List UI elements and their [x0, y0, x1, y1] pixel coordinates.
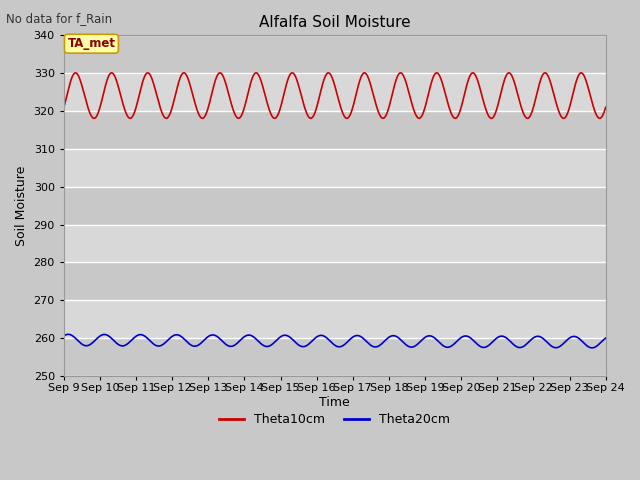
Theta10cm [324, 70, 332, 76]
Theta20cm [586, 345, 594, 350]
Theta20cm [602, 336, 609, 341]
X-axis label: Time: Time [319, 396, 350, 408]
Theta10cm [88, 113, 95, 119]
Theta20cm [586, 345, 594, 350]
Legend: Theta10cm, Theta20cm: Theta10cm, Theta20cm [214, 408, 455, 431]
Theta10cm [309, 113, 317, 119]
Theta20cm [588, 345, 596, 351]
Text: TA_met: TA_met [67, 37, 115, 50]
Theta20cm [60, 333, 68, 339]
Bar [64, 187, 605, 225]
Theta10cm [487, 115, 495, 121]
Theta10cm [60, 105, 68, 110]
Line: Theta10cm: Theta10cm [64, 73, 605, 118]
Theta20cm [65, 331, 72, 337]
Bar [64, 338, 605, 376]
Text: No data for f_Rain: No data for f_Rain [6, 12, 113, 25]
Bar [64, 36, 605, 73]
Theta20cm [324, 336, 332, 341]
Bar [64, 111, 605, 149]
Y-axis label: Soil Moisture: Soil Moisture [15, 166, 28, 246]
Theta10cm [586, 92, 594, 98]
Theta20cm [309, 337, 317, 343]
Theta10cm [469, 70, 477, 76]
Theta10cm [602, 105, 609, 110]
Line: Theta20cm: Theta20cm [64, 334, 605, 348]
Bar [64, 263, 605, 300]
Theta20cm [487, 341, 495, 347]
Title: Alfalfa Soil Moisture: Alfalfa Soil Moisture [259, 15, 410, 30]
Theta20cm [88, 340, 95, 346]
Theta10cm [163, 115, 170, 121]
Theta10cm [587, 93, 595, 99]
